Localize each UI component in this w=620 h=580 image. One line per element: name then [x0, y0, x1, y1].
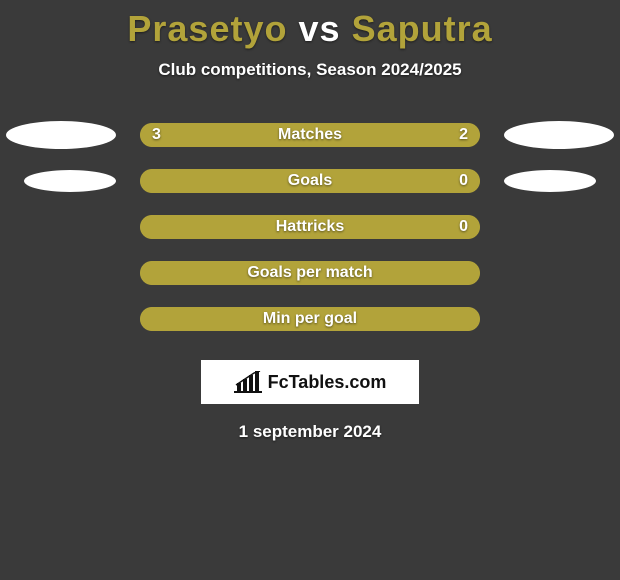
- stat-value-right: 0: [459, 218, 468, 236]
- page-title: Prasetyo vs Saputra: [0, 0, 620, 50]
- stat-value-right: 2: [459, 126, 468, 144]
- stat-label: Goals: [288, 172, 332, 190]
- stat-label: Min per goal: [263, 310, 357, 328]
- stat-row: 3 2 Matches: [0, 112, 620, 158]
- stat-label: Goals per match: [247, 264, 372, 282]
- stat-label: Hattricks: [276, 218, 344, 236]
- datestamp: 1 september 2024: [0, 422, 620, 442]
- stat-bar: Goals per match: [140, 261, 480, 285]
- stat-row: Goals per match: [0, 250, 620, 296]
- bar-chart-icon: [234, 371, 262, 393]
- club-badge-left: [6, 121, 116, 149]
- stat-row: 0 Goals: [0, 158, 620, 204]
- stat-value-left: 3: [152, 126, 161, 144]
- stat-bar: Min per goal: [140, 307, 480, 331]
- club-badge-left-small: [24, 170, 116, 192]
- stat-row: 0 Hattricks: [0, 204, 620, 250]
- branding-badge: FcTables.com: [201, 360, 419, 404]
- title-player1: Prasetyo: [127, 8, 287, 49]
- stat-bar: 0 Hattricks: [140, 215, 480, 239]
- club-badge-right: [504, 121, 614, 149]
- branding-text: FcTables.com: [268, 372, 387, 393]
- comparison-infographic: Prasetyo vs Saputra Club competitions, S…: [0, 0, 620, 580]
- stat-rows: 3 2 Matches 0 Goals 0 Hattricks Goals per match…: [0, 112, 620, 342]
- club-badge-right-small: [504, 170, 596, 192]
- title-vs: vs: [299, 8, 341, 49]
- title-player2: Saputra: [352, 8, 493, 49]
- subtitle: Club competitions, Season 2024/2025: [0, 60, 620, 80]
- stat-value-right: 0: [459, 172, 468, 190]
- stat-bar: 3 2 Matches: [140, 123, 480, 147]
- stat-bar: 0 Goals: [140, 169, 480, 193]
- stat-row: Min per goal: [0, 296, 620, 342]
- stat-label: Matches: [278, 126, 342, 144]
